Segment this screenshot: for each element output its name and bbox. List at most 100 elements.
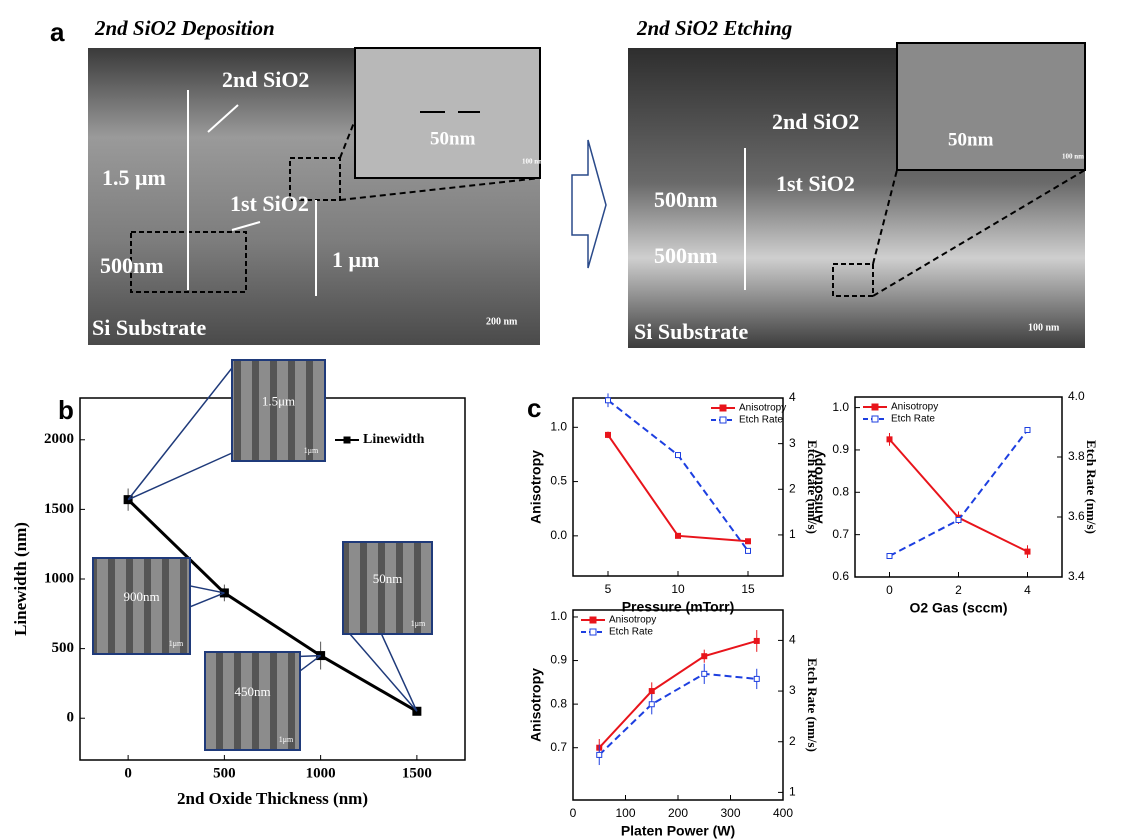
marker bbox=[676, 533, 681, 538]
y2-tick-label: 3.8 bbox=[1068, 449, 1085, 463]
legend-label: Etch Rate bbox=[739, 415, 783, 426]
image-label: 100 nm bbox=[522, 158, 544, 166]
y-tick-label: 2000 bbox=[44, 431, 74, 447]
panel-label: b bbox=[58, 395, 74, 425]
x-tick-label: 100 bbox=[615, 806, 635, 820]
y2-tick-label: 4 bbox=[789, 390, 796, 404]
inset-scale: 1μm bbox=[279, 735, 294, 744]
marker bbox=[702, 671, 707, 676]
legend-marker bbox=[344, 437, 350, 443]
image-label: 2nd SiO2 bbox=[772, 109, 859, 134]
y2-tick-label: 3 bbox=[789, 683, 796, 697]
legend-marker bbox=[590, 629, 596, 635]
inset-scale: 1μm bbox=[411, 619, 426, 628]
y-tick-label: 0.7 bbox=[550, 740, 567, 754]
marker bbox=[746, 548, 751, 553]
inset-connector bbox=[128, 453, 232, 500]
inset-connector bbox=[128, 368, 232, 500]
x-axis-label: Pressure (mTorr) bbox=[622, 599, 735, 615]
image-title: 2nd SiO2 Deposition bbox=[94, 16, 275, 40]
y-tick-label: 0.9 bbox=[832, 442, 849, 456]
y-tick-label: 1.0 bbox=[550, 609, 567, 623]
image-label: 500nm bbox=[654, 187, 718, 212]
y2-tick-label: 1 bbox=[789, 527, 796, 541]
inset-connector bbox=[343, 626, 417, 711]
y2-axis-label: Etch Rate (nm/s) bbox=[1084, 440, 1099, 534]
image-label: 500nm bbox=[654, 243, 718, 268]
x-tick-label: 400 bbox=[773, 806, 793, 820]
y2-tick-label: 1 bbox=[789, 785, 796, 799]
y-tick-label: 1000 bbox=[44, 570, 74, 586]
image-label: 1st SiO2 bbox=[776, 171, 855, 196]
image-label: 100 nm bbox=[1062, 153, 1084, 161]
marker bbox=[887, 554, 892, 559]
y2-tick-label: 3.4 bbox=[1068, 569, 1085, 583]
x-tick-label: 0 bbox=[570, 806, 577, 820]
legend-label: Etch Rate bbox=[891, 414, 935, 425]
x-tick-label: 1500 bbox=[402, 765, 432, 781]
marker bbox=[754, 676, 759, 681]
marker bbox=[956, 518, 961, 523]
figure: a 2nd SiO2 Deposition 2nd SiO2 Etching 2… bbox=[0, 0, 1143, 840]
y2-tick-label: 4 bbox=[789, 633, 796, 647]
image-label: 1.5 μm bbox=[102, 165, 166, 190]
y-tick-label: 1.0 bbox=[832, 400, 849, 414]
panel-label: a bbox=[50, 17, 65, 47]
legend-marker bbox=[590, 617, 596, 623]
image-label: 50nm bbox=[430, 128, 476, 149]
x-axis-label: O2 Gas (sccm) bbox=[909, 600, 1007, 616]
x-tick-label: 2 bbox=[955, 583, 962, 597]
y-tick-label: 500 bbox=[52, 640, 75, 656]
inset-scale: 1μm bbox=[169, 639, 184, 648]
marker bbox=[606, 432, 611, 437]
marker bbox=[754, 638, 759, 643]
image-label: 1st SiO2 bbox=[230, 191, 309, 216]
y-tick-label: 0.9 bbox=[550, 653, 567, 667]
x-tick-label: 0 bbox=[124, 765, 132, 781]
marker bbox=[649, 689, 654, 694]
x-tick-label: 15 bbox=[741, 582, 755, 596]
inset-label: 1.5μm bbox=[262, 393, 295, 408]
y-axis-label: Anisotropy bbox=[528, 450, 544, 524]
inset-image bbox=[897, 43, 1085, 170]
y-axis-label: Anisotropy bbox=[528, 668, 544, 742]
y2-tick-label: 3 bbox=[789, 436, 796, 450]
y-tick-label: 0.8 bbox=[832, 484, 849, 498]
image-label: Si Substrate bbox=[634, 319, 749, 344]
x-tick-label: 300 bbox=[720, 806, 740, 820]
marker bbox=[702, 654, 707, 659]
legend-label: Anisotropy bbox=[609, 615, 656, 626]
image-label: 500nm bbox=[100, 253, 164, 278]
series-line bbox=[599, 674, 757, 755]
plot-frame bbox=[573, 610, 783, 800]
y2-tick-label: 2 bbox=[789, 734, 796, 748]
legend-label: Etch Rate bbox=[609, 627, 653, 638]
x-tick-label: 5 bbox=[605, 582, 612, 596]
y2-tick-label: 4.0 bbox=[1068, 389, 1085, 403]
image-label: 100 nm bbox=[1028, 322, 1060, 333]
marker bbox=[1025, 549, 1030, 554]
y-tick-label: 1500 bbox=[44, 501, 74, 517]
x-tick-label: 1000 bbox=[306, 765, 336, 781]
series-line bbox=[608, 400, 748, 551]
inset-label: 450nm bbox=[234, 684, 270, 699]
plot-frame bbox=[855, 397, 1062, 577]
marker bbox=[597, 752, 602, 757]
inset-image bbox=[355, 48, 540, 178]
y-tick-label: 0.8 bbox=[550, 696, 567, 710]
image-label: 200 nm bbox=[486, 316, 518, 327]
series-line bbox=[608, 435, 748, 541]
marker bbox=[746, 539, 751, 544]
legend-marker bbox=[872, 404, 878, 410]
panel-label: c bbox=[527, 393, 541, 423]
y-tick-label: 1.0 bbox=[550, 419, 567, 433]
x-tick-label: 200 bbox=[668, 806, 688, 820]
legend-marker bbox=[872, 416, 878, 422]
legend-marker bbox=[720, 417, 726, 423]
image-label: Si Substrate bbox=[92, 315, 207, 340]
y-tick-label: 0.0 bbox=[550, 528, 567, 542]
y2-axis-label: Etch Rate (nm/s) bbox=[805, 658, 820, 752]
marker bbox=[676, 453, 681, 458]
